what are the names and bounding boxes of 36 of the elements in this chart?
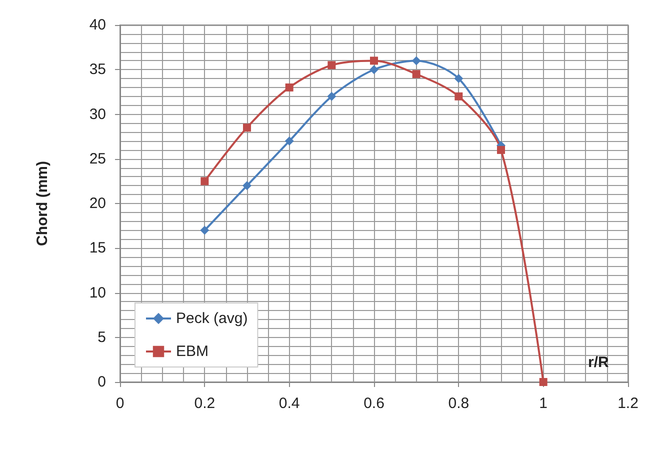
x-tick-label: 1.2: [618, 395, 638, 412]
x-tick-label: 0.6: [364, 395, 384, 412]
point: [242, 181, 252, 190]
point: [370, 65, 378, 74]
legend-label: EBM: [176, 343, 209, 360]
point: [243, 124, 251, 132]
legend-label: Peck (avg): [176, 310, 248, 327]
y-tick-label: 15: [89, 240, 106, 257]
point: [327, 92, 336, 101]
y-axis-title: Chord (mm): [34, 161, 51, 246]
point: [200, 177, 209, 186]
x-tick-label: 0.2: [194, 395, 216, 412]
point: [285, 83, 294, 92]
y-tick-label: 35: [89, 61, 106, 78]
point: [370, 56, 378, 65]
point: [328, 61, 336, 70]
y-tick-label: 5: [98, 328, 106, 346]
point: [284, 136, 294, 146]
y-tick-label: 30: [89, 106, 106, 123]
point: [497, 146, 505, 154]
point: [539, 378, 548, 386]
y-tick-label: 0: [98, 374, 106, 390]
point: [412, 56, 421, 66]
y-tick-label: 25: [89, 150, 106, 168]
x-tick-label: 0.4: [278, 395, 300, 412]
x-axis-title: r/R: [588, 354, 610, 371]
y-tick-label: 40: [89, 16, 106, 34]
x-tick-label: 0.8: [448, 395, 470, 412]
point: [454, 92, 463, 100]
x-tick-label: 0: [116, 395, 124, 412]
point: [412, 70, 420, 78]
y-tick-label: 20: [89, 195, 106, 212]
x-tick-label: 1: [539, 395, 548, 412]
point: [200, 226, 210, 235]
point: [454, 74, 464, 84]
y-tick-label: 10: [89, 284, 106, 302]
